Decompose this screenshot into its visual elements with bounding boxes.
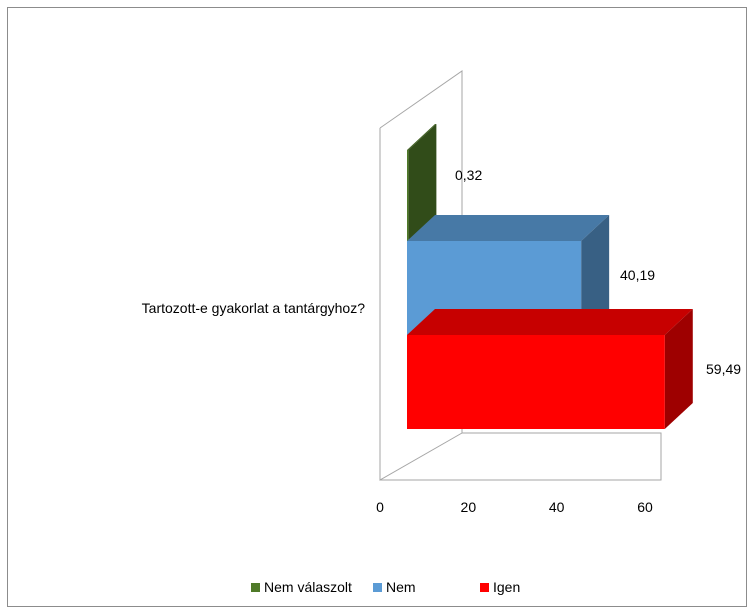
category-label: Tartozott-e gyakorlat a tantárgyhoz? [142, 300, 366, 316]
floor [380, 432, 662, 481]
chart-walls [379, 70, 662, 481]
legend: Nem válaszolt Nem Igen [251, 579, 520, 595]
bar-front-face [407, 335, 665, 429]
data-label: 59,49 [706, 361, 741, 377]
x-axis-ticks: 0 20 40 60 [376, 499, 653, 515]
legend-swatch [480, 583, 489, 592]
x-tick-label: 0 [376, 499, 384, 515]
x-tick-label: 20 [461, 499, 477, 515]
bar-nem-válaszolt [407, 124, 437, 244]
data-labels: 0,32 40,19 59,49 [455, 167, 741, 377]
bar-top-face [407, 124, 437, 150]
legend-label: Nem válaszolt [264, 579, 352, 595]
legend-label: Igen [493, 579, 520, 595]
legend-swatch [373, 583, 382, 592]
bar-top-face [407, 309, 693, 335]
chart-area [7, 7, 747, 607]
bar-side-face [581, 215, 610, 335]
x-tick-label: 40 [549, 499, 565, 515]
data-label: 0,32 [455, 167, 482, 183]
bars [407, 124, 693, 429]
x-tick-label: 60 [637, 499, 653, 515]
data-label: 40,19 [620, 267, 655, 283]
legend-label: Nem [386, 579, 416, 595]
legend-swatch [251, 583, 260, 592]
bar-front-face [407, 150, 409, 244]
bar-igen [407, 309, 693, 429]
bar-side-face [408, 124, 437, 244]
bar-top-face [407, 215, 610, 241]
bar-side-face [664, 309, 693, 429]
